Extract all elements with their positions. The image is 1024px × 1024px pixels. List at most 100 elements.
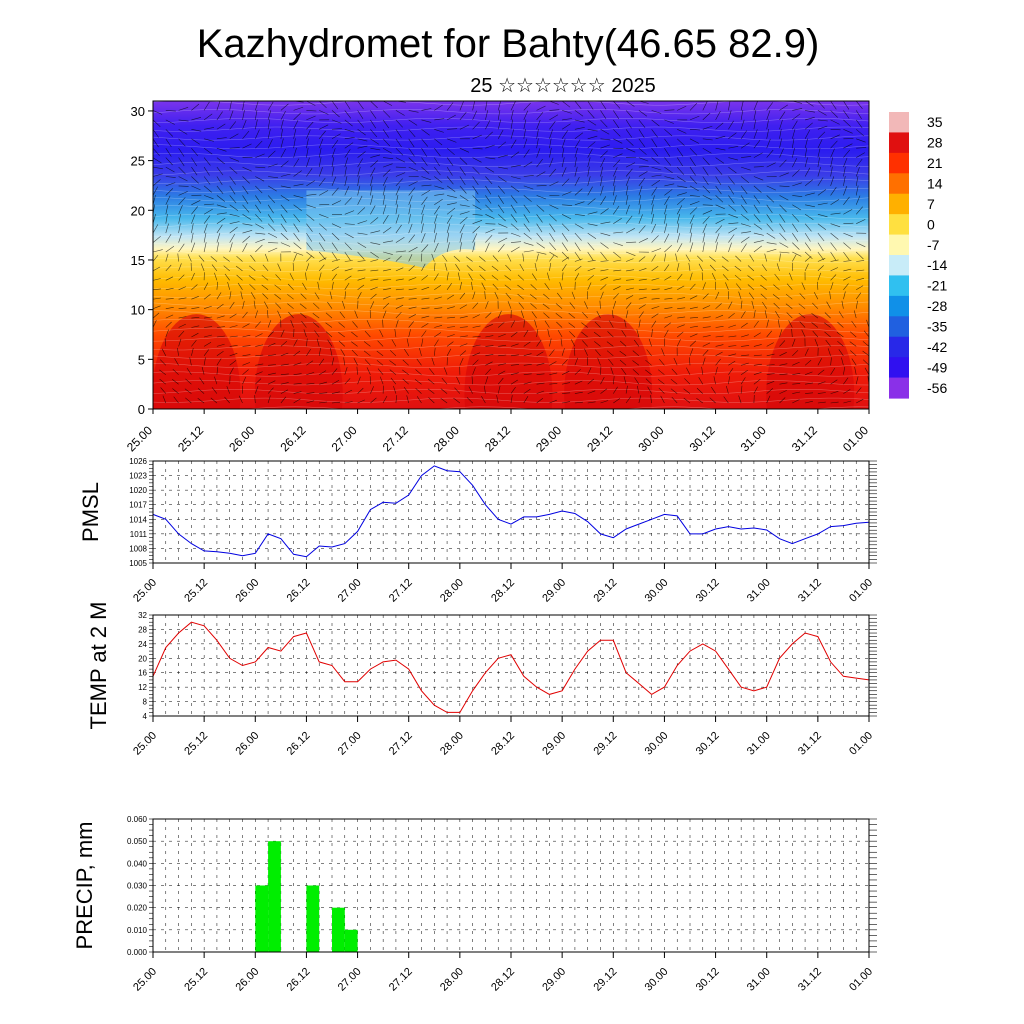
wind-barb	[657, 379, 665, 385]
wind-barb	[510, 331, 518, 338]
wind-barb	[191, 242, 196, 253]
y-tick-label: 24	[138, 640, 147, 649]
wind-barb	[690, 101, 691, 102]
wind-barb	[370, 397, 377, 404]
wind-barb	[817, 157, 820, 168]
wind-barb	[830, 274, 837, 281]
wind-barb	[651, 248, 662, 253]
wind-barb	[646, 349, 652, 356]
wind-barb	[383, 269, 392, 272]
wind-barb	[637, 385, 640, 394]
wind-barb	[555, 303, 563, 309]
wind-barb	[216, 123, 226, 130]
wind-barb	[299, 303, 307, 309]
wind-barb	[383, 279, 392, 281]
wind-barb	[331, 368, 338, 375]
wind-barb	[638, 304, 646, 309]
wind-barb	[434, 166, 441, 176]
x-tick-label: 28.00	[438, 730, 466, 758]
wind-barb	[830, 232, 839, 240]
wind-barb	[518, 302, 525, 309]
wind-barb	[638, 138, 646, 147]
wind-barb	[651, 186, 658, 196]
wind-barb	[242, 176, 250, 184]
wind-barb	[421, 176, 432, 181]
wind-barb	[868, 138, 869, 140]
wind-barb	[267, 319, 272, 328]
wind-barb	[293, 242, 302, 250]
wind-barb	[314, 330, 320, 338]
wind-barb	[242, 185, 249, 195]
wind-barb	[582, 340, 588, 347]
wind-barb	[446, 147, 455, 156]
wind-barb	[186, 367, 192, 375]
wind-barb	[613, 159, 621, 168]
wind-barb	[625, 129, 633, 138]
wind-barb	[280, 128, 283, 139]
wind-barb	[466, 397, 473, 404]
wind-barb	[868, 279, 869, 281]
wind-barb	[280, 223, 287, 232]
wind-barb	[676, 223, 680, 234]
wind-barb	[584, 301, 588, 309]
colorbar-label: -56	[927, 380, 947, 396]
wind-barb	[229, 157, 240, 162]
wind-barb	[817, 258, 826, 262]
wind-barb	[153, 288, 162, 291]
wind-barb	[354, 310, 358, 319]
wind-barb	[178, 197, 186, 206]
wind-barb	[740, 204, 748, 213]
wind-barb	[728, 324, 736, 328]
wind-barb	[536, 105, 546, 111]
wind-barb	[331, 157, 335, 168]
wind-barb	[370, 160, 379, 168]
wind-barb	[523, 128, 526, 139]
wind-barb	[829, 291, 831, 300]
wind-barb	[306, 382, 315, 385]
wind-barb	[382, 163, 393, 168]
wind-barb	[459, 224, 465, 234]
wind-barb	[377, 368, 384, 375]
wind-barb	[242, 334, 251, 338]
wind-barb	[459, 357, 464, 366]
wind-barb	[587, 401, 596, 404]
wind-barb	[549, 214, 557, 222]
wind-barb	[856, 152, 865, 158]
wind-barb	[331, 200, 342, 206]
precip-bar-3	[332, 907, 345, 952]
wind-barb	[868, 213, 869, 215]
wind-barb	[747, 284, 755, 291]
wind-barb	[740, 236, 750, 243]
wind-barb	[319, 257, 327, 262]
wind-barb	[242, 223, 253, 226]
wind-barb	[293, 204, 302, 212]
wind-barb	[408, 195, 413, 205]
wind-barb	[728, 214, 738, 218]
wind-barb	[728, 132, 737, 140]
wind-barb	[507, 301, 512, 309]
wind-barb	[229, 166, 238, 174]
wind-barb	[812, 330, 819, 338]
wind-barb	[522, 253, 525, 262]
wind-barb	[331, 133, 341, 140]
wind-barb	[395, 119, 403, 128]
wind-barb	[766, 364, 775, 366]
wind-barb	[402, 378, 409, 385]
wind-barb	[203, 349, 210, 356]
wind-barb	[459, 176, 466, 186]
wind-barb	[830, 379, 838, 385]
wind-barb	[274, 294, 282, 300]
wind-barb	[517, 293, 524, 300]
wind-barb	[856, 269, 865, 272]
y-tick-label: 15	[131, 253, 145, 268]
wind-barb	[165, 182, 176, 187]
wind-barb	[517, 284, 524, 291]
wind-barb	[600, 291, 604, 300]
wind-barb	[189, 357, 192, 366]
colorbar-label: -49	[927, 359, 947, 375]
wind-barb	[574, 265, 582, 272]
wind-barb	[560, 338, 563, 347]
wind-barb	[856, 278, 865, 281]
wind-barb	[613, 251, 622, 259]
wind-barb	[549, 372, 558, 375]
